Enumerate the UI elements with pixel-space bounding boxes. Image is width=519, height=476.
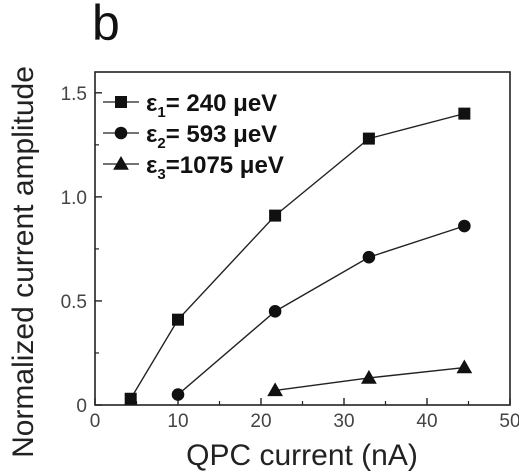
legend-entry-2: ε2= 593 μeV <box>103 121 277 152</box>
legend-label-3: ε3=1075 μeV <box>146 152 284 183</box>
series-group <box>124 107 473 405</box>
x-tick-label-2: 20 <box>250 411 271 432</box>
y-tick-label-3: 1.5 <box>61 84 87 105</box>
legend-entry-3: ε3=1075 μeV <box>103 152 284 183</box>
panel-label: b <box>92 0 120 51</box>
series-3-point-2 <box>456 359 473 374</box>
series-2-point-0 <box>171 388 185 401</box>
y-tick-label-0: 0 <box>76 396 87 417</box>
y-axis-label: Normalized current amplitude <box>7 66 40 458</box>
x-tick-label-0: 0 <box>90 411 101 432</box>
y-tick-label-2: 1.0 <box>61 188 87 209</box>
legend-label-2: ε2= 593 μeV <box>146 121 277 152</box>
series-2-point-1 <box>268 305 282 318</box>
legend-entry-1: ε1= 240 μeV <box>103 90 277 121</box>
x-tick-label-5: 50 <box>499 411 519 432</box>
series-2 <box>171 219 471 401</box>
x-tick-label-3: 30 <box>333 411 354 432</box>
series-1-point-1 <box>172 313 184 326</box>
legend-marker-2 <box>114 126 128 140</box>
legend-label-1: ε1= 240 μeV <box>146 90 277 121</box>
x-axis-label: QPC current (nA) <box>186 439 418 472</box>
series-2-line <box>177 225 465 396</box>
legend-marker-1 <box>115 96 127 108</box>
series-1-point-0 <box>124 392 137 405</box>
series-2-point-2 <box>362 250 376 264</box>
series-3-point-0 <box>267 382 283 397</box>
axis-ticks: 0 10 20 30 40 50 0 0.5 1.0 1.5 <box>61 84 519 432</box>
series-1-point-2 <box>269 209 282 222</box>
series-1 <box>124 107 471 405</box>
series-3-point-1 <box>361 369 377 384</box>
x-tick-label-4: 40 <box>416 411 437 432</box>
series-1-point-4 <box>458 107 471 120</box>
series-2-point-3 <box>458 219 471 233</box>
series-3 <box>267 359 473 397</box>
y-tick-label-1: 0.5 <box>61 292 87 313</box>
legend-marker-3 <box>113 155 129 170</box>
x-tick-label-1: 10 <box>167 411 188 432</box>
series-1-point-3 <box>362 132 375 145</box>
